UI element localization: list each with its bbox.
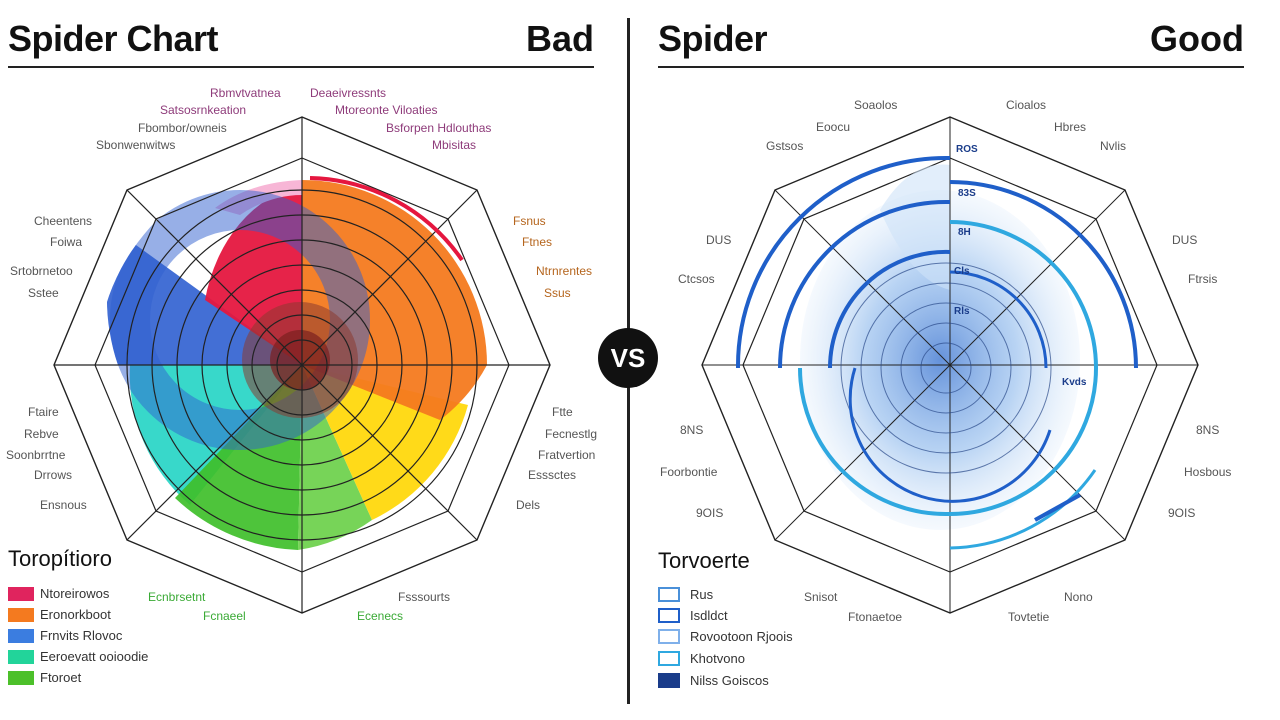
axis-label: Foorbontie	[660, 465, 718, 479]
left-title: Spider Chart	[8, 18, 219, 59]
axis-label: 9OIS	[1168, 506, 1196, 520]
legend-swatch	[8, 650, 34, 664]
axis-label: Soonbrrtne	[6, 448, 66, 462]
left-panel: Spider Chart Bad	[0, 0, 600, 720]
right-header: Spider Good	[658, 14, 1244, 68]
axis-label: Eoocu	[816, 120, 851, 134]
axis-label: Tovtetie	[1008, 610, 1050, 624]
right-verdict: Good	[1150, 18, 1244, 59]
axis-label: Ntrnrentes	[536, 264, 593, 278]
right-arcs	[735, 155, 1138, 550]
left-verdict: Bad	[525, 18, 594, 59]
left-legend-title: Toropítioro	[8, 546, 112, 571]
axis-label: Fsnus	[513, 214, 546, 228]
axis-label: Ftonaetoe	[848, 610, 903, 624]
axis-label: Ftnes	[522, 235, 553, 249]
axis-label: Cioalos	[1006, 98, 1047, 112]
right-legend-title: Torvoerte	[658, 548, 750, 573]
axis-label: 8NS	[1196, 423, 1220, 437]
left-spokes	[54, 117, 550, 613]
axis-label: Cheentens	[34, 214, 93, 228]
outline-icon	[658, 651, 680, 666]
axis-label: Ftte	[552, 405, 573, 419]
axis-label: Fcnaeel	[203, 609, 246, 623]
swirl-blue	[110, 190, 370, 450]
legend-swatch	[8, 587, 34, 601]
axis-label: Nono	[1064, 590, 1093, 604]
axis-label: Fbombor/owneis	[138, 121, 227, 135]
outline-icon	[658, 629, 680, 644]
axis-label: DUS	[706, 233, 732, 247]
legend-swatch	[8, 608, 34, 622]
axis-label: Sbonwenwitws	[96, 138, 176, 152]
axis-label: Fsssourts	[398, 590, 451, 604]
red-arc	[309, 176, 464, 262]
left-header: Spider Chart Bad	[8, 14, 594, 68]
axis-label: Bsforpen Hdlouthas	[386, 121, 492, 135]
ring-label: ROS	[956, 144, 978, 155]
axis-label: DUS	[1172, 233, 1198, 247]
axis-label: Drrows	[34, 468, 72, 482]
axis-label: Gstsos	[766, 139, 804, 153]
axis-label: Ecenecs	[357, 609, 404, 623]
axis-label: Foiwa	[50, 235, 83, 249]
axis-label: 9OIS	[696, 506, 724, 520]
vs-badge: VS	[598, 328, 658, 388]
axis-label: Soaolos	[854, 98, 898, 112]
axis-label: Nvlis	[1100, 139, 1126, 153]
ring-label: Kvds	[1062, 377, 1087, 388]
axis-label: Snisot	[804, 590, 838, 604]
axis-label: Fratvertion	[538, 448, 596, 462]
right-spokes	[702, 117, 1198, 613]
ring-label: Cls	[954, 266, 970, 277]
left-spider-chart	[53, 116, 551, 614]
ring-label: 8H	[958, 227, 971, 238]
outline-icon	[658, 587, 680, 602]
axis-label: 8NS	[680, 423, 704, 437]
axis-label: Fecnestlg	[545, 427, 598, 441]
legend-swatch	[8, 671, 34, 685]
axis-label: Rbmvtvatnea	[210, 86, 281, 100]
axis-label: Ensnous	[40, 498, 87, 512]
axis-label: Deaeivressnts	[310, 86, 387, 100]
right-rings	[840, 262, 1052, 474]
axis-label: Ftaire	[28, 405, 59, 419]
axis-label: Mtoreonte Viloaties	[335, 103, 438, 117]
axis-label: Hosbous	[1184, 465, 1232, 479]
axis-label: Ctcsos	[678, 272, 715, 286]
axis-label: Sstee	[28, 286, 59, 300]
outline-icon	[658, 608, 680, 623]
right-panel: Spider Good	[650, 0, 1250, 720]
axis-label: Rebve	[24, 427, 59, 441]
axis-label: Esssctes	[528, 468, 577, 482]
blue-haze	[880, 164, 950, 290]
ring-label: 83S	[958, 188, 976, 199]
right-title: Spider	[658, 18, 768, 59]
axis-label: Dels	[516, 498, 541, 512]
axis-label: Ftrsis	[1188, 272, 1218, 286]
ring-label: Rls	[954, 306, 970, 317]
axis-label: Mbisitas	[432, 138, 477, 152]
axis-label: Ecnbrsetnt	[148, 590, 206, 604]
axis-label: Ssus	[544, 286, 571, 300]
outline-icon	[658, 673, 680, 688]
axis-label: Satsosrnkeation	[160, 103, 247, 117]
axis-label: Hbres	[1054, 120, 1087, 134]
legend-swatch	[8, 629, 34, 643]
right-spider-chart	[701, 116, 1199, 614]
axis-label: Srtobrnetoo	[10, 264, 73, 278]
